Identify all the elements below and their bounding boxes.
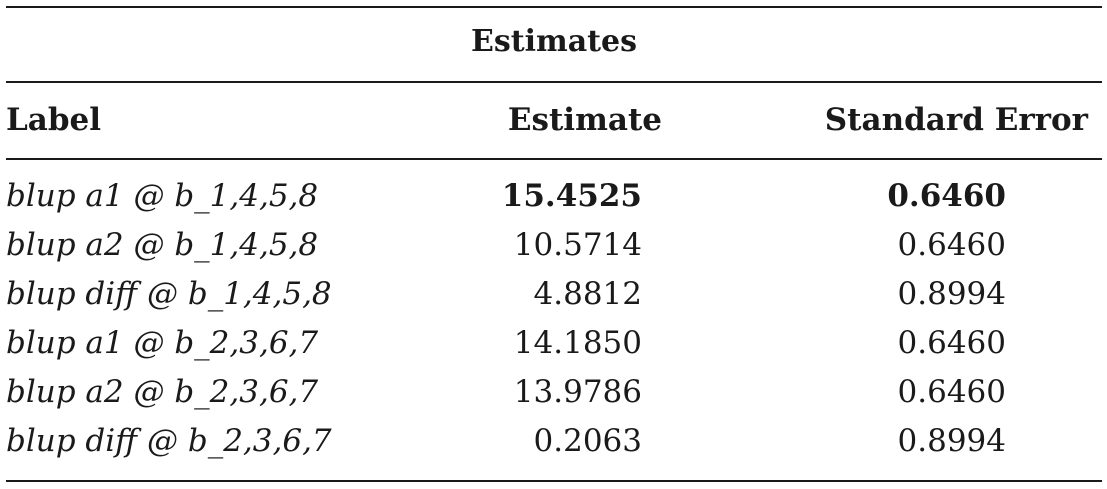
row-estimate: 13.9786 (513, 374, 642, 410)
table-row: blup diff @ b_2,3,6,7 0.2063 0.8994 (6, 417, 1102, 465)
table-row: blup a2 @ b_2,3,6,7 13.9786 0.6460 (6, 368, 1102, 416)
table-row: blup a1 @ b_1,4,5,8 15.4525 0.6460 (6, 172, 1102, 220)
row-estimate: 14.1850 (513, 325, 642, 361)
estimates-table: Estimates Label Estimate Standard Error … (6, 0, 1102, 489)
table-row: blup diff @ b_1,4,5,8 4.8812 0.8994 (6, 270, 1102, 318)
row-standard-error: 0.6460 (897, 325, 1006, 361)
table-row: blup a1 @ b_2,3,6,7 14.1850 0.6460 (6, 319, 1102, 367)
row-label: blup a1 @ b_2,3,6,7 (6, 325, 319, 361)
row-standard-error: 0.8994 (897, 276, 1006, 312)
caption-rule (6, 81, 1102, 83)
row-standard-error: 0.6460 (897, 374, 1006, 410)
table-row: blup a2 @ b_1,4,5,8 10.5714 0.6460 (6, 221, 1102, 269)
row-label: blup a2 @ b_2,3,6,7 (6, 374, 319, 410)
row-estimate: 4.8812 (533, 276, 642, 312)
header-standard-error: Standard Error (824, 102, 1088, 138)
row-estimate: 0.2063 (533, 423, 642, 459)
header-label: Label (6, 102, 102, 138)
bottom-rule (6, 480, 1102, 482)
row-label: blup a1 @ b_1,4,5,8 (6, 178, 319, 214)
top-rule (6, 6, 1102, 8)
header-rule (6, 158, 1102, 160)
row-estimate: 15.4525 (501, 178, 642, 214)
row-estimate: 10.5714 (513, 227, 642, 263)
row-standard-error: 0.6460 (897, 227, 1006, 263)
header-estimate: Estimate (507, 102, 662, 138)
row-standard-error: 0.6460 (887, 178, 1006, 214)
row-label: blup a2 @ b_1,4,5,8 (6, 227, 319, 263)
row-label: blup diff @ b_1,4,5,8 (6, 276, 332, 312)
table-caption: Estimates (470, 24, 638, 59)
row-standard-error: 0.8994 (897, 423, 1006, 459)
row-label: blup diff @ b_2,3,6,7 (6, 423, 332, 459)
